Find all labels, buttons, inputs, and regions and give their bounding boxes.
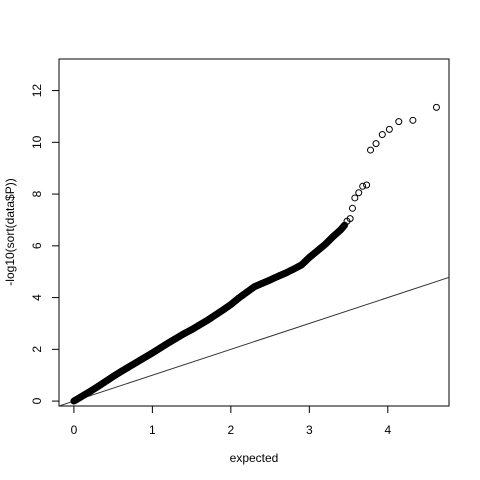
y-tick-label: 8 xyxy=(30,190,44,197)
data-point xyxy=(341,221,349,229)
y-axis-label: -log10(sort(data$P)) xyxy=(3,178,17,285)
y-tick-label: 10 xyxy=(30,135,44,149)
y-tick-label: 2 xyxy=(30,346,44,353)
y-tick-label: 12 xyxy=(30,84,44,98)
data-point xyxy=(363,181,371,189)
data-point xyxy=(359,182,367,190)
data-point xyxy=(378,131,386,139)
x-tick-label: 0 xyxy=(71,423,78,437)
data-point xyxy=(395,118,403,126)
x-tick-label: 3 xyxy=(306,423,313,437)
plot-frame xyxy=(58,58,450,407)
x-tick-label: 4 xyxy=(384,423,391,437)
y-axis: 0 2 4 6 8 10 12 xyxy=(30,84,60,404)
x-tick-label: 1 xyxy=(149,423,156,437)
y-tick-label: 4 xyxy=(30,294,44,301)
data-point xyxy=(367,146,375,154)
data-point xyxy=(355,189,363,197)
x-axis-label: expected xyxy=(230,451,279,465)
x-axis: 0 1 2 3 4 xyxy=(71,405,391,437)
reference-line-layer xyxy=(59,276,449,406)
data-point xyxy=(385,125,393,133)
data-point xyxy=(339,223,347,231)
y-tick-label: 0 xyxy=(30,397,44,404)
data-point xyxy=(432,103,440,111)
data-point xyxy=(340,222,348,230)
data-point xyxy=(351,194,359,202)
x-tick-label: 2 xyxy=(228,423,235,437)
data-point xyxy=(346,215,354,223)
data-point xyxy=(348,204,356,212)
points-layer xyxy=(70,103,440,405)
data-point xyxy=(409,116,417,124)
data-point xyxy=(372,140,380,148)
y-tick-label: 6 xyxy=(30,242,44,249)
reference-line xyxy=(59,276,449,406)
